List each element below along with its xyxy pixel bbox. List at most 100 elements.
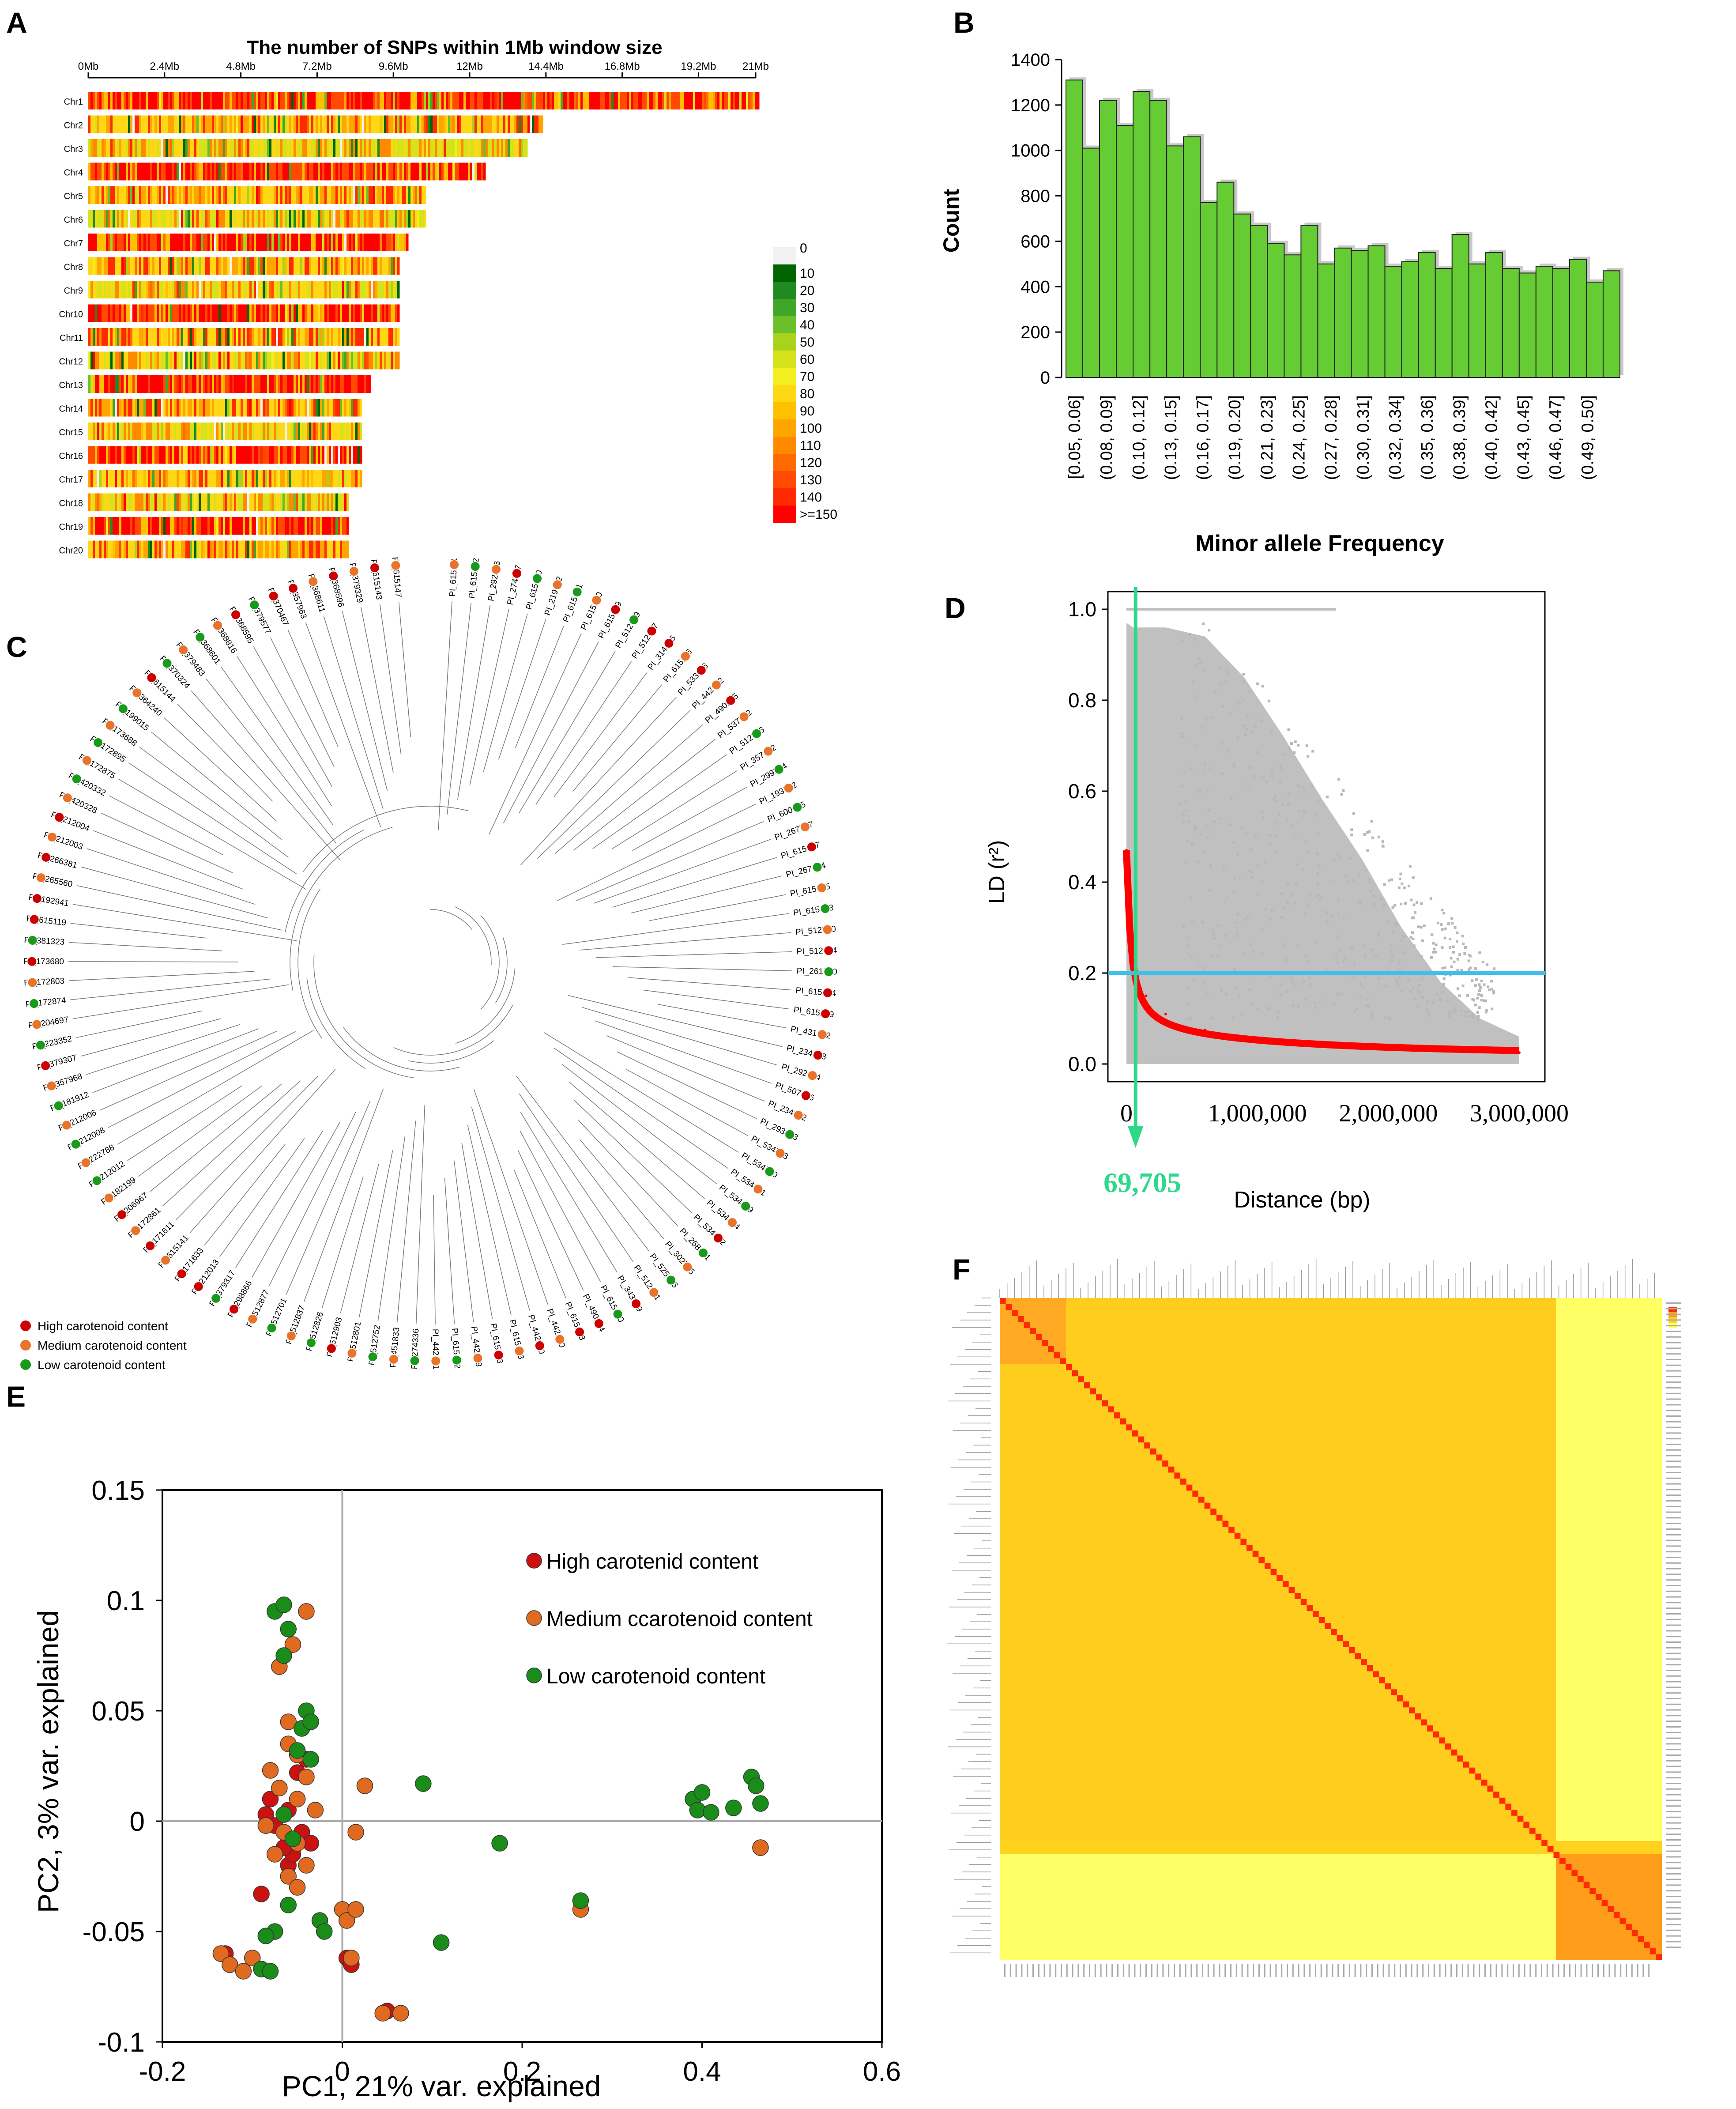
f-row-label-mark [1666, 1732, 1681, 1733]
snp-window [497, 115, 499, 133]
snp-window [324, 257, 327, 275]
snp-window [141, 351, 144, 370]
snp-window [113, 328, 115, 346]
ld-point [1492, 992, 1495, 995]
snp-window [119, 162, 122, 181]
snp-window [249, 257, 252, 275]
snp-window [141, 257, 144, 275]
snp-window [247, 328, 250, 346]
snp-window [183, 210, 186, 228]
snp-window [126, 446, 128, 464]
ld-point [1234, 876, 1237, 879]
snp-window [393, 328, 395, 346]
snp-window [340, 92, 343, 109]
chromosome-bar [88, 328, 400, 346]
snp-window [95, 399, 98, 417]
ld-point [1466, 994, 1469, 997]
ld-point [1295, 836, 1298, 839]
snp-window [298, 446, 301, 464]
e-ytick-label: 0.1 [107, 1586, 145, 1616]
snp-window [280, 540, 283, 558]
snp-window [391, 351, 393, 370]
snp-window [137, 446, 139, 464]
snp-window [152, 257, 155, 275]
ld-point [1377, 932, 1380, 936]
snp-window [388, 186, 391, 204]
snp-window [141, 115, 144, 133]
ld-point [1287, 792, 1290, 795]
f-row-label-mark [1666, 1590, 1681, 1592]
snp-window [276, 351, 279, 370]
ld-point [1367, 1005, 1371, 1008]
snp-window [88, 162, 91, 181]
snp-window [302, 517, 305, 535]
ld-point [1182, 736, 1185, 739]
snp-window [106, 351, 109, 370]
ld-point [1408, 865, 1412, 868]
snp-window [203, 257, 206, 275]
tree-branch [575, 821, 764, 902]
snp-window [338, 139, 340, 157]
snp-window [166, 115, 168, 133]
f-diagonal-cell [1578, 1876, 1584, 1882]
snp-window [346, 399, 349, 417]
ld-point [1390, 948, 1393, 951]
ld-point [1484, 1000, 1487, 1003]
b-xtick-label: (0.49, 0.50] [1578, 395, 1597, 480]
snp-window [481, 162, 484, 181]
ld-point [1235, 935, 1239, 938]
snp-window [377, 304, 380, 322]
snp-window [413, 92, 415, 109]
f-diagonal-cell [1523, 1822, 1529, 1828]
ld-point [1224, 934, 1228, 937]
snp-window [236, 186, 239, 204]
ld-point [1191, 842, 1194, 845]
snp-window [247, 423, 250, 440]
snp-window [146, 281, 148, 298]
snp-window [254, 517, 256, 535]
f-light-band-bottom [1000, 1854, 1556, 1960]
f-col-label-mark [1422, 1964, 1424, 1977]
snp-window [318, 115, 320, 133]
f-col-label-mark [1580, 1964, 1582, 1977]
snp-window [254, 186, 256, 204]
ld-point [1179, 736, 1182, 739]
snp-window [335, 375, 338, 393]
snp-window [448, 139, 451, 157]
snp-window [170, 351, 173, 370]
leaf-dot [103, 1192, 114, 1204]
snp-window [124, 162, 126, 181]
ld-point [1302, 815, 1305, 818]
ld-point [1353, 963, 1356, 966]
ld-point [1189, 896, 1192, 899]
snp-window [106, 328, 109, 346]
leaf-dot [738, 711, 749, 722]
snp-window [252, 351, 254, 370]
snp-window [267, 281, 270, 298]
snp-window [126, 351, 128, 370]
snp-window [161, 257, 164, 275]
snp-window [185, 446, 188, 464]
snp-window [530, 115, 532, 133]
snp-window [349, 257, 351, 275]
snp-window [210, 470, 212, 487]
ld-point [1386, 920, 1389, 923]
histogram-bar [1267, 243, 1285, 378]
snp-window [444, 92, 446, 109]
snp-window [271, 281, 274, 298]
ld-point [1338, 949, 1341, 952]
snp-window [199, 399, 201, 417]
snp-window [119, 281, 122, 298]
snp-window [137, 139, 139, 157]
snp-window [397, 139, 400, 157]
snp-window [137, 540, 139, 558]
ld-point [1468, 954, 1471, 957]
snp-window [236, 375, 239, 393]
f-col-label-mark [1134, 1964, 1136, 1977]
snp-window [311, 328, 314, 346]
ld-point [1442, 977, 1446, 980]
snp-window [399, 139, 402, 157]
snp-window [99, 540, 102, 558]
snp-window [115, 186, 117, 204]
snp-window [353, 399, 356, 417]
